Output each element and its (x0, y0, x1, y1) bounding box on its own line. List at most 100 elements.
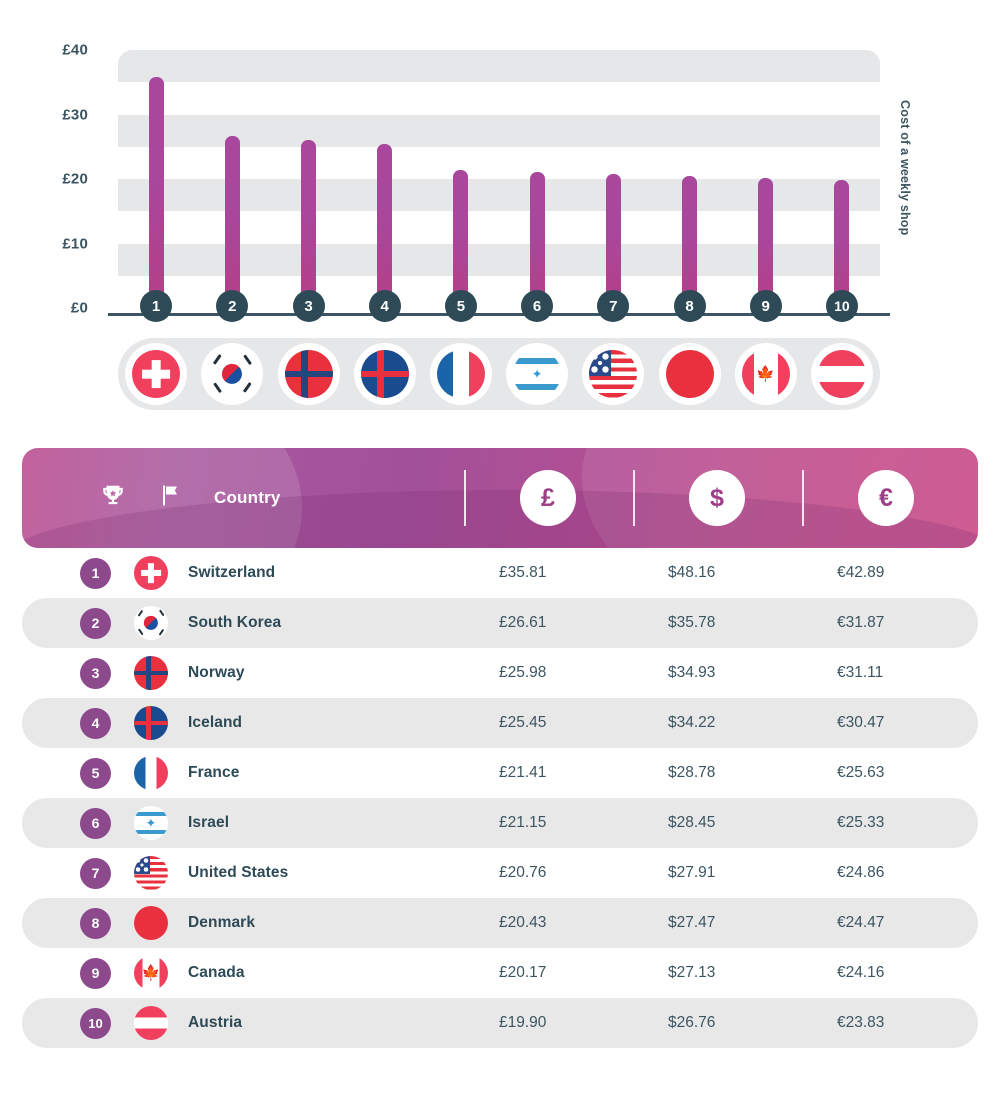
grid-band (118, 179, 880, 212)
strip-switzerland-flag (128, 346, 185, 402)
usd-value: $26.76 (668, 1014, 716, 1031)
canada-flag: 🍁 (741, 350, 790, 398)
gbp-value: £26.61 (499, 614, 547, 631)
strip-canada-flag: 🍁 (737, 346, 794, 402)
usd-value: $28.78 (668, 764, 716, 781)
rank-badge: 6 (80, 807, 111, 839)
grid-band (118, 243, 880, 276)
eur-value: €42.89 (837, 564, 885, 581)
strip-france-flag (432, 346, 489, 402)
axis-rank-node-4: 4 (368, 290, 401, 322)
usd-value: $28.45 (668, 814, 716, 831)
eur-value: €24.86 (837, 864, 885, 881)
country-name: United States (188, 864, 289, 881)
axis-rank-node-6: 6 (521, 290, 554, 322)
header-country-label: Country (214, 488, 281, 507)
bar-9 (758, 177, 774, 308)
rank-badge: 8 (80, 907, 111, 939)
plot-area (118, 50, 880, 308)
axis-rank-node-7: 7 (597, 290, 630, 322)
axis-rank-node-1: 1 (140, 290, 173, 322)
grid-band (118, 50, 880, 83)
canada-flag: 🍁 (134, 956, 168, 990)
switzerland-flag (134, 556, 168, 590)
bar-3 (301, 140, 316, 308)
country-name: South Korea (188, 614, 282, 631)
eur-value: €30.47 (837, 714, 885, 731)
axis-rank-node-2: 2 (216, 290, 249, 322)
country-name: Switzerland (188, 564, 276, 581)
strip-iceland-flag (356, 346, 413, 402)
denmark-flag (134, 906, 168, 940)
eur-value: €24.16 (837, 964, 885, 981)
axis-rank-node-10: 10 (825, 290, 858, 322)
y-tick-10: £10 (62, 235, 88, 252)
table-header: Country £ $ € (22, 448, 978, 548)
bar-1 (148, 77, 164, 308)
y-tick-30: £30 (62, 106, 88, 123)
table-row[interactable]: 10 Austria £19.90 $26.76 €23.83 (22, 998, 978, 1048)
gbp-value: £20.76 (499, 864, 547, 881)
y-tick-0: £0 (70, 299, 88, 317)
eur-value: €24.47 (837, 914, 885, 931)
table-row[interactable]: 6 ✦ Israel £21.15 $28.45 €25.33 (22, 798, 978, 848)
country-name: France (188, 764, 240, 781)
table-row[interactable]: 7 United States £20.76 $27.91 €24.86 (22, 848, 978, 898)
gbp-value: £20.43 (499, 914, 547, 931)
bar-series (118, 50, 880, 308)
denmark-flag (665, 350, 714, 398)
strip-austria-flag (813, 346, 870, 402)
eur-badge[interactable]: € (858, 470, 914, 526)
usd-badge[interactable]: $ (689, 470, 745, 526)
country-name: Norway (188, 664, 245, 681)
table-row[interactable]: 3 Norway £25.98 $34.93 €31.11 (22, 648, 978, 698)
strip-israel-flag: ✦ (509, 346, 566, 402)
norway-flag (134, 656, 168, 690)
trophy-icon (100, 483, 126, 514)
grid-bands (118, 50, 880, 308)
country-name: Israel (188, 814, 230, 831)
table-row[interactable]: 4 Iceland £25.45 $34.22 €30.47 (22, 698, 978, 748)
table-row[interactable]: 5 France £21.41 $28.78 €25.63 (22, 748, 978, 798)
usd-value: $35.78 (668, 614, 716, 631)
header-divider-1 (464, 470, 466, 526)
switzerland-flag (132, 350, 181, 398)
norway-flag (284, 350, 333, 398)
france-flag (134, 756, 168, 790)
table-row[interactable]: 9 🍁 Canada £20.17 $27.13 €24.16 (22, 948, 978, 998)
table-row[interactable]: 8 Denmark £20.43 $27.47 €24.47 (22, 898, 978, 948)
eur-value: €31.11 (837, 664, 884, 681)
rank-badge: 1 (80, 557, 111, 589)
gbp-badge[interactable]: £ (520, 470, 576, 526)
header-divider-2 (633, 470, 635, 526)
rank-badge: 2 (80, 607, 111, 639)
eur-value: €23.83 (837, 1014, 885, 1031)
bar-2 (224, 136, 240, 308)
eur-value: €25.63 (837, 764, 885, 781)
table-row[interactable]: 1 Switzerland £35.81 $48.16 €42.89 (22, 548, 978, 598)
eur-value: €31.87 (837, 614, 885, 631)
israel-flag: ✦ (134, 806, 168, 840)
iceland-flag (134, 706, 168, 740)
usd-value: $27.13 (668, 964, 716, 981)
united-states-flag (134, 856, 168, 890)
y-axis-label: Cost of a weekly shop (898, 100, 912, 236)
strip-denmark-flag (661, 346, 718, 402)
bar-chart: £40 £30 £20 £10 £0 1 2 3 4 5 6 7 8 9 10 Cost of a wee… (0, 0, 1000, 430)
austria-flag (134, 1006, 168, 1040)
rank-badge: 5 (80, 757, 111, 789)
gbp-value: £21.15 (499, 814, 547, 831)
strip-norway-flag (280, 346, 337, 402)
table-row[interactable]: 2 South Korea £26.61 $35.78 €31.87 (22, 598, 978, 648)
south-korea-flag (208, 350, 257, 398)
axis-rank-node-5: 5 (444, 290, 477, 322)
austria-flag (817, 350, 866, 398)
france-flag (436, 350, 485, 398)
south-korea-flag (134, 606, 168, 640)
y-axis: £40 £30 £20 £10 £0 (0, 38, 100, 323)
gbp-value: £21.41 (499, 764, 547, 781)
axis-rank-node-9: 9 (749, 290, 782, 322)
united-states-flag (589, 350, 638, 398)
header-blob-left (22, 448, 302, 548)
